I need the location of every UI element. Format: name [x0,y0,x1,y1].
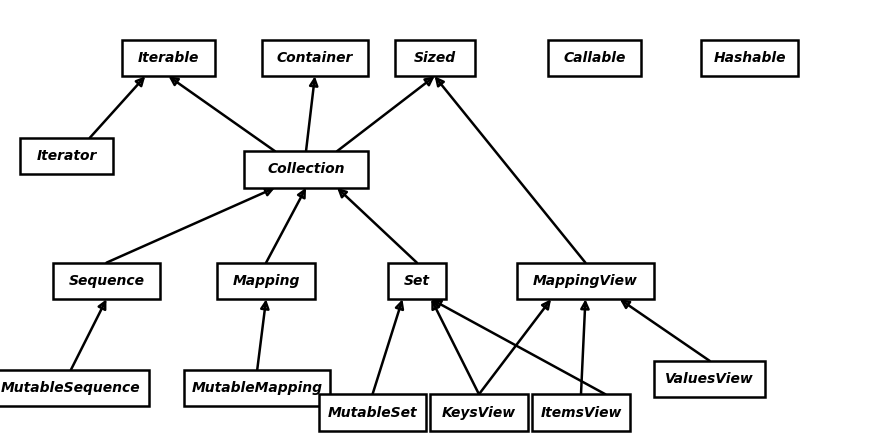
FancyBboxPatch shape [430,394,527,431]
FancyBboxPatch shape [184,370,330,406]
Text: Mapping: Mapping [232,274,299,288]
Text: Container: Container [276,51,353,65]
Text: MutableSequence: MutableSequence [1,381,141,395]
Text: Sequence: Sequence [68,274,144,288]
FancyBboxPatch shape [388,263,445,299]
Text: Collection: Collection [267,162,345,177]
Text: Hashable: Hashable [712,51,785,65]
Text: Sized: Sized [413,51,455,65]
FancyBboxPatch shape [244,151,368,188]
Text: KeysView: KeysView [441,405,516,420]
FancyBboxPatch shape [700,40,797,76]
FancyBboxPatch shape [319,394,425,431]
Text: Iterable: Iterable [137,51,199,65]
FancyBboxPatch shape [19,138,113,174]
FancyBboxPatch shape [217,263,315,299]
FancyBboxPatch shape [53,263,159,299]
FancyBboxPatch shape [516,263,654,299]
Text: Set: Set [403,274,430,288]
FancyBboxPatch shape [261,40,368,76]
FancyBboxPatch shape [532,394,629,431]
FancyBboxPatch shape [654,361,764,397]
FancyBboxPatch shape [394,40,474,76]
Text: MappingView: MappingView [532,274,637,288]
Text: Iterator: Iterator [36,149,97,163]
FancyBboxPatch shape [0,370,148,406]
FancyBboxPatch shape [122,40,214,76]
Text: ItemsView: ItemsView [540,405,621,420]
Text: MutableSet: MutableSet [327,405,417,420]
FancyBboxPatch shape [548,40,640,76]
Text: MutableMapping: MutableMapping [191,381,323,395]
Text: ValuesView: ValuesView [664,372,753,386]
Text: Callable: Callable [563,51,625,65]
